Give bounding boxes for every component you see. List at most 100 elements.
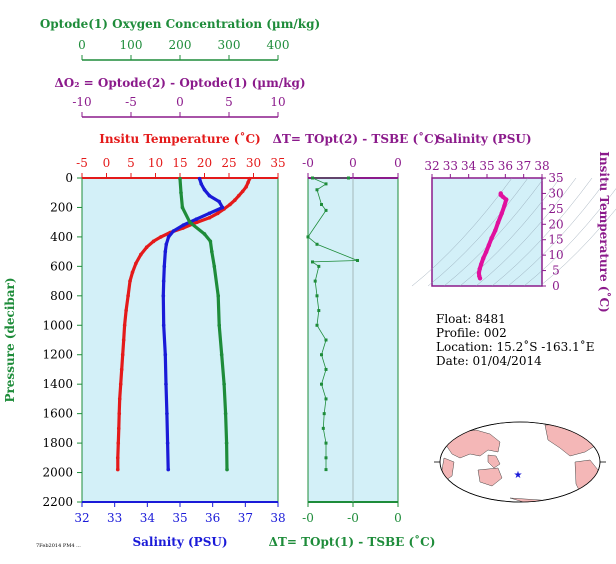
salinity-data-point xyxy=(171,229,176,233)
pressure-axis-tick-label: 400 xyxy=(50,230,73,244)
temperature-data-point xyxy=(118,382,123,386)
temperature-data-point xyxy=(139,252,143,257)
delta-t-data-point xyxy=(320,382,323,386)
salinity-data-point xyxy=(165,411,169,416)
ts-x-tick-label: 35 xyxy=(479,159,494,173)
pressure-axis-tick-label: 2000 xyxy=(42,466,73,480)
ts-data-point xyxy=(499,211,504,216)
temperature-data-point xyxy=(215,211,220,216)
oxygen-data-point xyxy=(224,441,229,445)
salinity-axis-tick-label: 34 xyxy=(140,511,156,525)
ts-y-tick-label: 20 xyxy=(548,217,563,231)
temperature-axis-tick-label: -5 xyxy=(76,156,88,170)
delta-t-top-tick-label: -0 xyxy=(302,156,314,170)
pressure-axis-tick-label: 1400 xyxy=(42,377,73,391)
delta-t-ticks: -0 0 0 -0 -0 0 xyxy=(302,156,402,525)
temperature-data-point xyxy=(144,245,149,250)
temperature-data-point xyxy=(121,338,126,342)
temperature-axis-title: Insitu Temperature (˚C) xyxy=(99,131,260,146)
pressure-axis-tick-label: 1800 xyxy=(42,436,73,450)
oxygen-axis-tick-label: 300 xyxy=(218,38,241,52)
salinity-axis-tick-label: 38 xyxy=(270,511,285,525)
density-contour xyxy=(539,208,616,287)
ts-x-tick-label: 37 xyxy=(516,159,531,173)
temperature-data-point xyxy=(151,239,156,244)
delta-t-data-point xyxy=(311,176,314,180)
delta-t-data-point xyxy=(317,264,321,268)
pressure-axis-tick-label: 1200 xyxy=(42,348,73,362)
oxygen-data-point xyxy=(179,190,183,195)
temperature-data-point xyxy=(237,193,241,198)
salinity-axis-tick-label: 36 xyxy=(205,511,220,525)
density-contour xyxy=(459,177,561,287)
profile-series xyxy=(115,176,252,472)
temperature-axis-tick-label: 0 xyxy=(103,156,111,170)
delta-t-top-label: ΔT= TOpt(2) - TSBE (˚C) xyxy=(273,131,440,146)
pressure-axis-tick-label: 600 xyxy=(50,259,73,273)
delta-t-data-point xyxy=(306,235,310,239)
salinity-data-point xyxy=(161,323,166,328)
delta-t-data-point xyxy=(356,258,359,262)
temperature-data-point xyxy=(116,441,121,445)
salinity-data-point xyxy=(164,242,169,247)
delta-t-data-point xyxy=(324,397,328,401)
oxygen-data-point xyxy=(202,232,207,236)
salinity-data-point xyxy=(162,264,167,269)
temperature-axis-tick-label: 5 xyxy=(127,156,135,170)
salinity-data-point xyxy=(220,205,225,210)
density-contour xyxy=(427,177,529,287)
temperature-data-point xyxy=(117,411,122,416)
oxygen-axis-tick-label: 0 xyxy=(78,38,86,52)
pressure-axis-tick-label: 1600 xyxy=(42,407,73,421)
pressure-axis-tick-label: 800 xyxy=(50,289,73,303)
temperature-data-point xyxy=(134,261,138,266)
temperature-data-point xyxy=(247,176,252,181)
ts-data-point xyxy=(477,266,482,272)
location: Location: 15.2˚S -163.1˚E xyxy=(436,339,594,354)
temperature-data-point xyxy=(115,467,120,472)
density-contour xyxy=(523,188,616,287)
world-map: ★ xyxy=(434,421,606,503)
ts-data-point xyxy=(476,270,482,276)
pressure-axis-tick-label: 2200 xyxy=(42,495,73,509)
oxygen-data-point xyxy=(210,249,214,254)
delta-t-data-point xyxy=(324,182,328,186)
ts-y-tick-label: 5 xyxy=(552,264,560,278)
salinity-data-point xyxy=(163,352,168,357)
delta-t-bottom-tick-label: -0 xyxy=(347,511,359,525)
delta-t-data-point xyxy=(324,456,328,460)
ts-data-point xyxy=(498,191,503,196)
delta-t-plot: ΔT= TOpt(2) - TSBE (˚C) -0 0 0 -0 -0 0 ΔT= TO… xyxy=(269,131,440,549)
salinity-axis-tick-label: 35 xyxy=(172,511,187,525)
density-contour xyxy=(491,177,593,287)
delta-o2-axis-tick-label: -5 xyxy=(125,95,137,109)
temperature-axis-tick-label: 10 xyxy=(148,156,163,170)
delta-o2-axis-tick-label: -10 xyxy=(72,95,91,109)
temperature-data-point xyxy=(126,294,130,298)
temperature-axis-tick-label: 15 xyxy=(172,156,187,170)
footnote: 7Feb2014 PM4 ... xyxy=(36,543,81,549)
oxygen-data-point xyxy=(217,323,221,328)
ts-y-tick-label: 35 xyxy=(548,171,563,185)
delta-t-data-point xyxy=(322,412,326,416)
ts-salinity-title: Salinity (PSU) xyxy=(436,132,531,146)
temperature-data-point xyxy=(240,189,245,194)
ts-y-tick-label: 0 xyxy=(552,279,560,293)
profile-plot: Insitu Temperature (˚C) -5 0 5 10 15 20 25 30 35… xyxy=(3,131,286,549)
ts-data-point xyxy=(478,262,484,267)
ts-background xyxy=(431,177,543,287)
delta-t-top-tick-label: 0 xyxy=(349,156,357,170)
ts-data-point xyxy=(489,235,494,241)
salinity-axis-tick-label: 32 xyxy=(74,511,89,525)
density-contour xyxy=(443,177,545,287)
temperature-data-point xyxy=(207,215,212,220)
delta-t-data-point xyxy=(315,323,319,327)
temperature-data-point xyxy=(195,220,199,224)
profile-plot-background xyxy=(81,177,279,503)
delta-t-data-point xyxy=(321,426,325,430)
delta-o2-axis-tick-label: 5 xyxy=(225,95,233,109)
date: Date: 01/04/2014 xyxy=(436,354,542,368)
temperature-data-point xyxy=(228,202,232,207)
temperature-data-point xyxy=(115,456,120,460)
salinity-data-point xyxy=(217,199,221,204)
